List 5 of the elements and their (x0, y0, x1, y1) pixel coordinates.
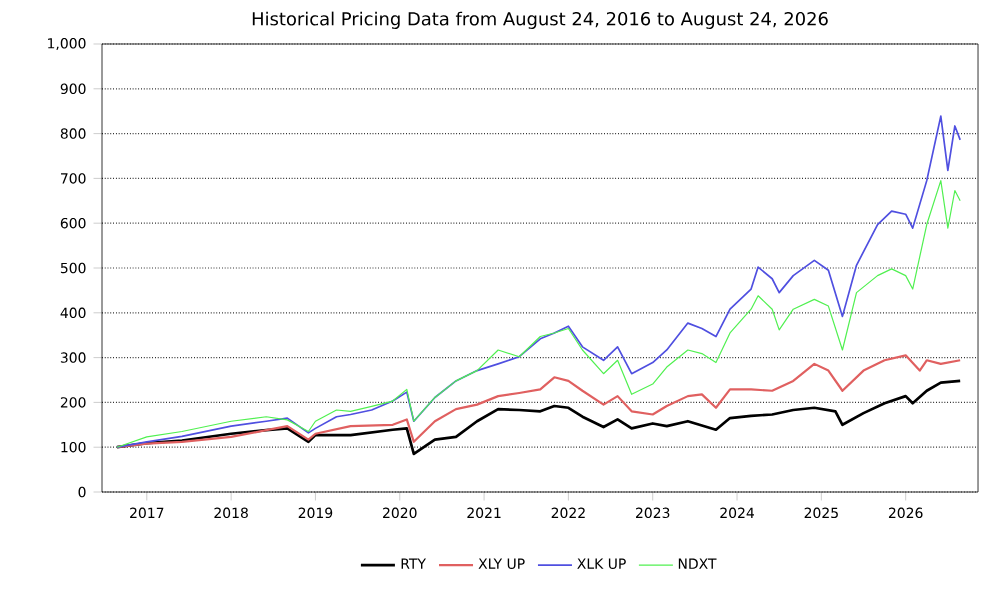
line-series (115, 379, 962, 456)
chart-title: Historical Pricing Data from August 24, 2016 to August 24, 2026 (252, 11, 828, 29)
line-series (116, 115, 962, 449)
line-series (116, 180, 961, 448)
line-series (115, 354, 962, 449)
